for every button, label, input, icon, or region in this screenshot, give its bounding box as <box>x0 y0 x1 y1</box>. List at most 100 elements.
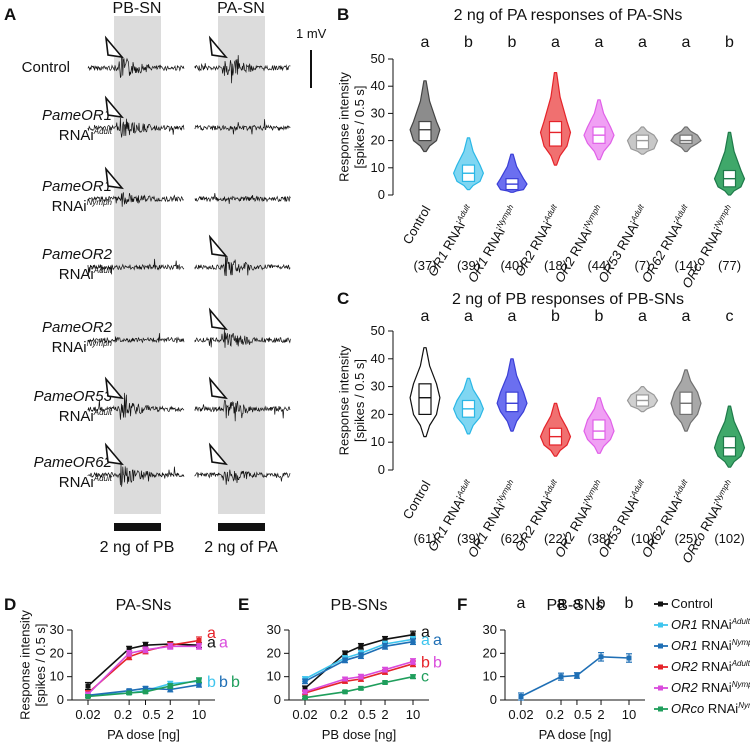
label-name: Control <box>671 596 713 611</box>
panel-c-letter: C <box>337 289 349 308</box>
significance-letter: a <box>638 34 647 51</box>
label-stage: Nymph <box>582 203 603 230</box>
y-tick-label: 0 <box>490 692 497 707</box>
label-stage: Nymph <box>582 478 603 505</box>
label-stage: Adult <box>541 477 559 499</box>
panel-e-letter: E <box>238 595 249 614</box>
panel-f-letter: F <box>457 595 467 614</box>
y-tick-label: 0 <box>378 187 385 202</box>
label-name: RNAi <box>701 659 731 674</box>
significance-letter: b <box>421 654 430 671</box>
label-stage: Nymph <box>712 203 733 230</box>
y-axis-label: Response intensity[spikes / 0.5 s] <box>336 345 367 455</box>
data-point <box>598 654 604 660</box>
significance-letter: b <box>725 34 734 51</box>
label-stage: Adult <box>454 477 472 499</box>
label-stage: Adult <box>541 202 559 224</box>
y-tick-label: 40 <box>371 78 385 93</box>
y-tick-label: 0 <box>274 692 281 707</box>
x-tick-label: 0.2 <box>546 707 564 722</box>
y-axis-label: Response intensity[spikes / 0.5 s] <box>336 72 367 182</box>
significance-letter: a <box>557 595 566 612</box>
data-point <box>85 683 91 689</box>
legend-marker <box>658 643 663 649</box>
row-label-stage: Nymph <box>87 198 113 207</box>
y-tick-label: 20 <box>267 645 281 660</box>
sample-count: (39) <box>457 258 480 273</box>
row-label-rnai: RNAiAdult <box>59 266 113 283</box>
y-tick-label: 50 <box>371 51 385 66</box>
legend-label: OR1 RNAiAdult <box>671 617 750 632</box>
violin-shape <box>453 137 484 191</box>
label-name: RNAi <box>440 219 468 253</box>
legend-label: ORco RNAiNymph <box>671 701 750 716</box>
significance-letter: a <box>517 595 526 612</box>
violin-box <box>592 419 606 441</box>
label-stage: Adult <box>731 617 750 626</box>
spike-trace <box>87 192 185 207</box>
legend-label: Control <box>671 596 713 611</box>
y-tick-label: 0 <box>378 462 385 477</box>
row-label-plain: RNAi <box>59 408 94 425</box>
y-tick-label: 10 <box>371 160 385 175</box>
sample-count: (38) <box>587 531 610 546</box>
data-point <box>342 689 348 695</box>
data-point <box>167 683 173 689</box>
row-label-rnai: RNAiAdult <box>59 408 113 425</box>
data-point <box>85 694 91 699</box>
spike-trace <box>194 469 291 485</box>
data-point <box>382 667 388 673</box>
response-arrowhead <box>104 35 124 59</box>
significance-letter: b <box>207 674 216 691</box>
label-stage: Nymph <box>738 701 750 710</box>
x-axis-label: PB dose [ng] <box>322 727 396 742</box>
sample-count: (62) <box>500 531 523 546</box>
legend-marker <box>658 664 663 670</box>
label-name: RNAi <box>708 701 738 716</box>
data-point <box>626 655 632 661</box>
x-tick-label: 0.5 <box>358 707 376 722</box>
pb-stimulus-label: 2 ng of PB <box>100 539 175 556</box>
panel-d-dose-response: D PA-SNs 0 10 20 30 0.02 0.2 0.5 2 10 PA dose [ng]… <box>4 595 240 742</box>
pb-sn-column-label: PB-SN <box>113 0 162 17</box>
y-tick-label: 20 <box>371 133 385 148</box>
y-axis-label-line: [spikes / 0.5 s] <box>352 359 367 442</box>
row-label-plain: RNAi <box>59 474 94 491</box>
panel-d-letter: D <box>4 595 16 614</box>
data-point <box>382 636 388 642</box>
category-label: ORco RNAiNymph <box>679 478 739 566</box>
row-label-plain: RNAi <box>59 127 94 144</box>
y-tick-label: 20 <box>50 645 64 660</box>
spike-trace <box>194 399 291 422</box>
label-stage: Nymph <box>732 638 750 647</box>
row-label-stage: Adult <box>93 127 113 136</box>
sample-count: (39) <box>457 531 480 546</box>
row-label-rnai: RNAiNymph <box>52 198 113 215</box>
significance-letter: a <box>421 624 430 641</box>
legend-marker <box>658 601 663 607</box>
row-label-stage: Nymph <box>87 339 113 348</box>
response-arrowhead <box>104 166 124 190</box>
y-tick-label: 10 <box>371 434 385 449</box>
x-axis-label: PA dose [ng] <box>107 727 180 742</box>
legend-marker <box>658 622 663 628</box>
y-tick-label: 0 <box>57 692 64 707</box>
pa-stimulus-label: 2 ng of PA <box>204 539 278 556</box>
y-tick-label: 20 <box>483 645 497 660</box>
row-label-plain: RNAi <box>59 266 94 283</box>
x-tick-label: 0.5 <box>574 707 592 722</box>
significance-letter: a <box>219 635 228 652</box>
spike-trace <box>194 193 291 204</box>
violin-shape <box>539 72 572 166</box>
pa-sn-column-label: PA-SN <box>217 0 265 17</box>
label-stage: Nymph <box>732 680 750 689</box>
data-point <box>142 642 148 648</box>
significance-letter: b <box>625 595 634 612</box>
row-label-plain: RNAi <box>52 339 87 356</box>
panel-a-letter: A <box>4 5 16 24</box>
y-tick-label: 20 <box>371 406 385 421</box>
data-point <box>382 643 388 649</box>
legend-marker <box>658 706 663 712</box>
panel-b-violin: B 2 ng of PA responses of PA-SNs 0 10 20 30 4… <box>336 5 746 291</box>
sample-count: (44) <box>587 258 610 273</box>
